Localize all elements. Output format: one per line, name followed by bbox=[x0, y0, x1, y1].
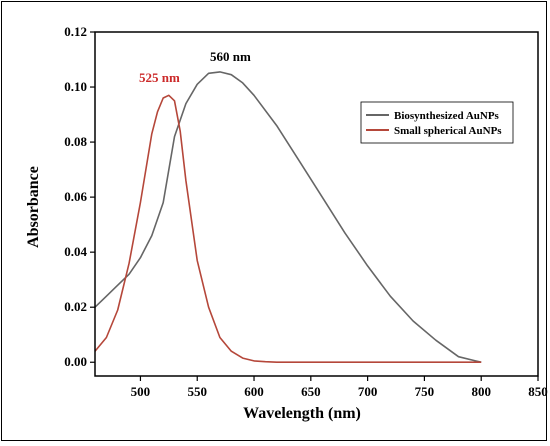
legend: Biosynthesized AuNPs Small spherical AuN… bbox=[360, 101, 514, 144]
x-tick-label: 500 bbox=[131, 384, 151, 399]
x-tick-label: 750 bbox=[415, 384, 435, 399]
series-line-biosynthesized bbox=[94, 71, 482, 363]
x-tick-label: 850 bbox=[528, 384, 548, 399]
y-tick-label: 0.10 bbox=[64, 79, 87, 94]
y-tick-label: 0.08 bbox=[64, 134, 87, 149]
x-tick-label: 550 bbox=[187, 384, 207, 399]
y-tick-label: 0.06 bbox=[64, 189, 87, 204]
legend-label-small-spherical: Small spherical AuNPs bbox=[394, 125, 502, 137]
x-tick-label: 650 bbox=[301, 384, 321, 399]
x-tick-label: 700 bbox=[358, 384, 378, 399]
y-tick-label: 0.00 bbox=[64, 354, 87, 369]
x-tick-label: 600 bbox=[244, 384, 264, 399]
y-tick-label: 0.04 bbox=[64, 244, 87, 259]
y-tick-label: 0.02 bbox=[64, 299, 87, 314]
plot-area-border bbox=[94, 31, 539, 377]
y-tick-label: 0.12 bbox=[64, 24, 87, 39]
peak-annotation-560: 560 nm bbox=[210, 49, 251, 64]
x-axis-title: Wavelength (nm) bbox=[243, 405, 361, 422]
peak-annotation-525: 525 nm bbox=[139, 70, 180, 85]
series-line-small-spherical bbox=[94, 94, 482, 364]
x-tick-label: 800 bbox=[471, 384, 491, 399]
legend-label-biosynthesized: Biosynthesized AuNPs bbox=[394, 110, 500, 122]
y-axis-title: Absorbance bbox=[25, 166, 42, 248]
legend-box bbox=[360, 101, 514, 144]
